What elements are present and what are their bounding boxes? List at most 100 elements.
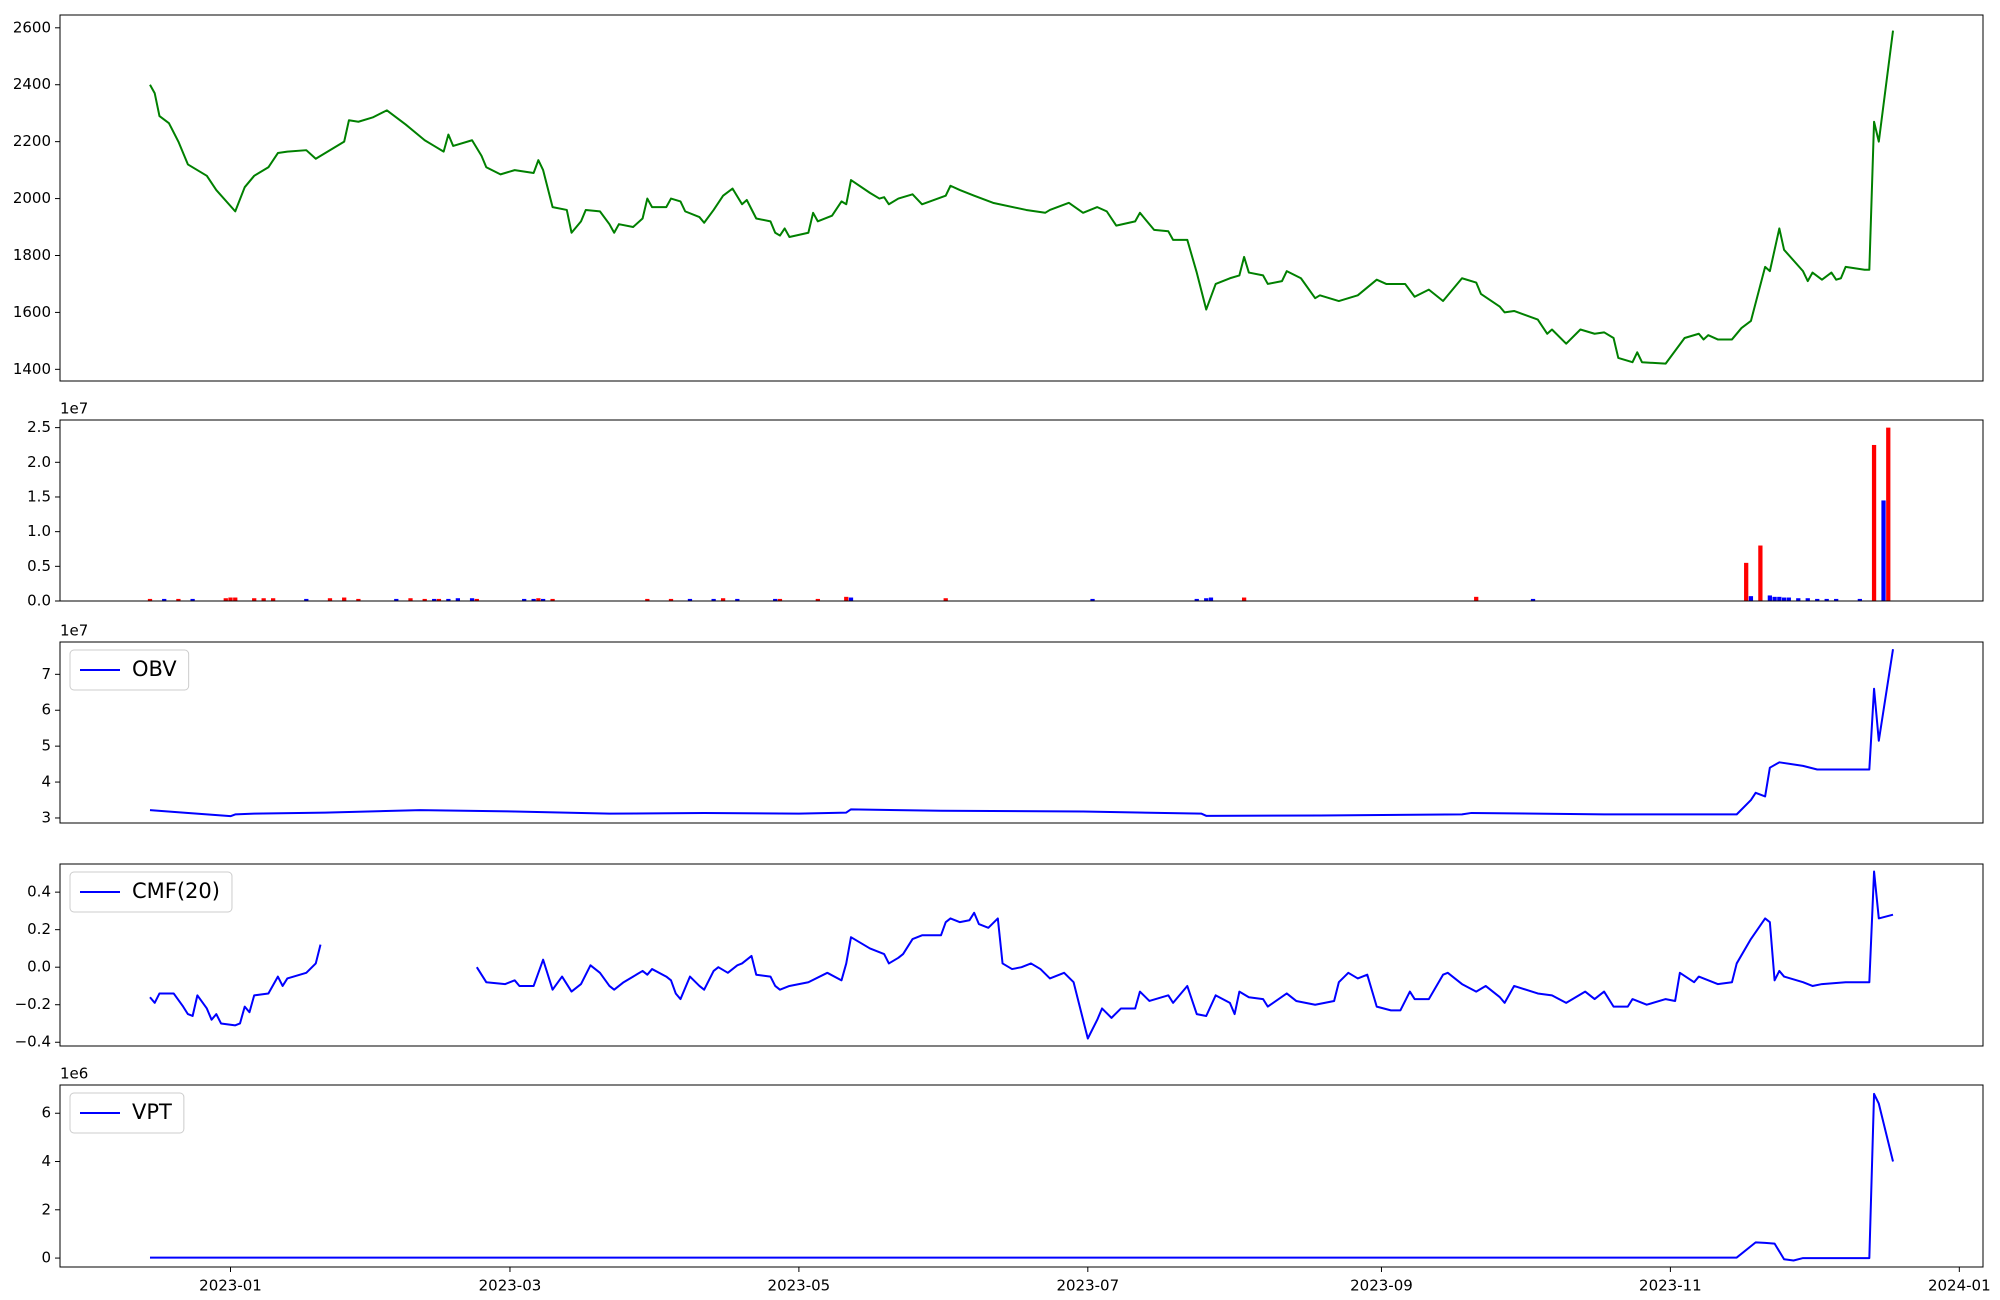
- bar: [1208, 597, 1214, 601]
- y-tick-label: 2600: [13, 18, 51, 36]
- bar: [1834, 598, 1839, 601]
- bar: [1805, 598, 1810, 601]
- y-tick-label: 1600: [13, 303, 51, 321]
- bar: [668, 598, 674, 601]
- bar: [408, 598, 413, 601]
- bar: [162, 598, 167, 601]
- bar: [469, 598, 475, 601]
- bar: [356, 598, 361, 601]
- offset-text: 1e7: [60, 622, 88, 640]
- axes-frame: [59, 1084, 1984, 1268]
- bar: [720, 598, 726, 601]
- bar: [271, 598, 276, 601]
- y-tick-label: 2.0: [27, 453, 51, 471]
- bar: [844, 596, 849, 601]
- x-tick-label: 2024-01: [1928, 1277, 1991, 1295]
- bar: [550, 598, 555, 601]
- bar: [228, 597, 233, 601]
- legend-box: [69, 871, 233, 913]
- bar: [474, 598, 479, 601]
- legend-box: [69, 1092, 185, 1134]
- bar: [1767, 595, 1772, 601]
- axes-frame: [59, 863, 1984, 1047]
- bar: [815, 598, 820, 601]
- series-line: [149, 649, 1894, 818]
- bar: [147, 598, 153, 601]
- bar: [190, 598, 195, 601]
- offset-text: 1e6: [60, 1065, 88, 1083]
- bar: [233, 597, 238, 601]
- bar: [1786, 597, 1791, 601]
- bar: [1530, 598, 1536, 601]
- bar: [455, 598, 460, 601]
- bar: [436, 598, 442, 601]
- y-tick-label: 1.5: [27, 487, 51, 505]
- y-tick-label: 1400: [13, 360, 51, 378]
- y-tick-label: 0: [41, 1249, 51, 1267]
- axes-frame: [59, 14, 1984, 382]
- bar: [252, 598, 257, 601]
- bar: [446, 598, 451, 601]
- bar: [422, 598, 427, 601]
- y-tick-label: 0.2: [27, 920, 51, 938]
- bar: [1744, 562, 1749, 601]
- y-tick-label: 4: [41, 773, 51, 791]
- bar: [1881, 500, 1886, 601]
- legend-label: OBV: [132, 657, 177, 681]
- x-tick-label: 2023-07: [1056, 1277, 1119, 1295]
- legend-label: VPT: [132, 1100, 172, 1124]
- axes-frame: [59, 641, 1984, 824]
- bar: [1886, 427, 1891, 601]
- offset-text: 1e7: [60, 400, 88, 418]
- bar: [536, 598, 541, 601]
- y-tick-label: 0.5: [27, 557, 51, 575]
- panel: 1400 1600 1800 2000 2200 2400 2600: [13, 14, 1984, 382]
- bar: [1796, 598, 1801, 601]
- bar: [1815, 598, 1820, 601]
- y-tick-label: 0.0: [27, 958, 51, 976]
- panel: 0.0 0.5 1.0 1.5 2.0 2.5 1e7: [27, 400, 1984, 610]
- bar: [1824, 598, 1829, 601]
- x-tick-label: 2023-05: [768, 1277, 831, 1295]
- y-tick-label: 5: [41, 737, 51, 755]
- bar: [540, 598, 546, 601]
- y-tick-label: 2: [41, 1200, 51, 1218]
- y-tick-label: −0.4: [15, 1033, 51, 1051]
- bar: [342, 597, 347, 601]
- x-tick-label: 2023-11: [1639, 1277, 1702, 1295]
- bar: [1772, 596, 1777, 601]
- legend-box: [69, 649, 190, 691]
- axes-frame: [59, 419, 1984, 602]
- bar: [687, 598, 693, 601]
- series-line: [149, 1092, 1894, 1262]
- y-tick-label: 7: [41, 665, 51, 683]
- x-tick-label: 2023-03: [479, 1277, 542, 1295]
- y-tick-label: 2200: [13, 132, 51, 150]
- bar: [432, 598, 437, 601]
- y-tick-label: 0.4: [27, 883, 51, 901]
- bar: [777, 598, 783, 601]
- legend-label: CMF(20): [132, 879, 220, 903]
- y-tick-label: 2400: [13, 75, 51, 93]
- bar: [1194, 598, 1199, 601]
- bar: [261, 598, 266, 601]
- y-tick-label: 2.5: [27, 418, 51, 436]
- y-tick-label: 2000: [13, 189, 51, 207]
- y-tick-label: 1.0: [27, 522, 51, 540]
- bar: [1781, 597, 1787, 601]
- bar: [943, 598, 948, 601]
- bar: [848, 597, 854, 601]
- series-line: [149, 870, 1894, 1040]
- x-tick-label: 2023-09: [1350, 1277, 1413, 1295]
- bar: [1204, 598, 1209, 601]
- y-tick-label: −0.2: [15, 995, 51, 1013]
- bar: [1777, 596, 1782, 601]
- bar: [773, 598, 778, 601]
- bar: [711, 598, 716, 601]
- bar: [531, 598, 536, 601]
- bar: [1090, 598, 1095, 601]
- bar: [1474, 596, 1479, 601]
- y-tick-label: 4: [41, 1152, 51, 1170]
